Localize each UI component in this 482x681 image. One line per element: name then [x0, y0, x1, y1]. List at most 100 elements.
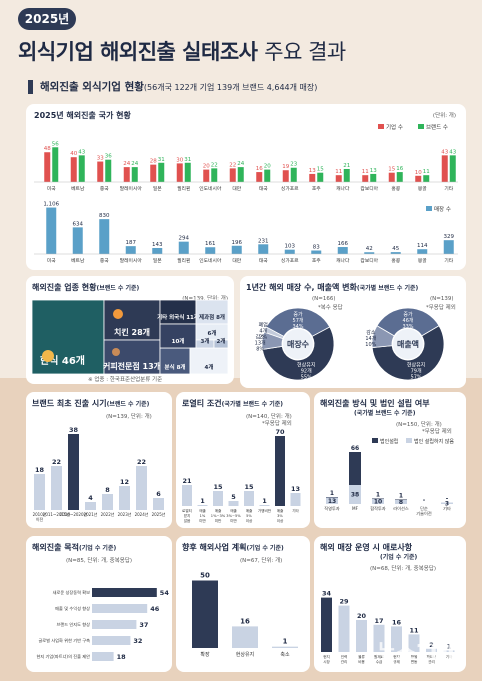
plan-tick-label: 현상유지: [236, 651, 254, 658]
entry-value-label: 18: [35, 466, 45, 474]
method-tick-label: 직영투자: [324, 505, 340, 512]
brand-bar: [317, 172, 324, 182]
company-value-label: 16: [256, 166, 263, 172]
section-title: 해외진출 외식기업 현황(56개국 122개 기업 139개 브랜드 4,644…: [40, 79, 317, 94]
royalty-tick-label: 이상: [277, 518, 284, 523]
method-corp-bar: [349, 452, 361, 485]
brand-bar: [105, 159, 112, 182]
method-chart: 법인설립 법인 설립하지 않음131직영투자3866MF101합작투자81라이선스…: [324, 438, 454, 517]
purpose-bar: [92, 620, 137, 629]
country-tick-label: 호주: [312, 186, 321, 192]
method-nocorp-bar: [349, 485, 361, 504]
royalty-chart: 21로열티받지않음1매출1%미만15매출1%~3%미만5매출3%~5%미만15매…: [182, 428, 301, 523]
royalty-value-label: 5: [231, 493, 236, 501]
legend-store-label: 매장 수: [434, 205, 451, 213]
royalty-bar: [275, 436, 285, 506]
purpose-tick-label: 새로운 성장동력 확보: [53, 589, 90, 596]
company-value-label: 11: [335, 169, 342, 175]
company-value-label: 19: [282, 164, 289, 170]
country-tick-label: 일본: [153, 185, 162, 192]
entry-value-label: 12: [120, 478, 129, 486]
entry-bar: [85, 502, 96, 510]
purpose-card: 해외진출 목적(기업 수 기준) (N=85, 단위: 개, 중복응답) 새로운…: [26, 536, 172, 672]
royalty-tick-label: 매출: [246, 508, 253, 513]
royalty-tick-label: 매출: [199, 508, 206, 513]
entry-card-title: 브랜드 최초 진출 시기(브랜드 수 기준): [32, 398, 149, 409]
difficulty-bar: [356, 620, 367, 652]
legend-corp-swatch: [372, 438, 378, 443]
store-change-slice-label: 감소: [256, 333, 266, 340]
difficulty-tick-label: 물류: [358, 654, 365, 659]
legend-company-label: 기업 수: [386, 123, 403, 131]
royalty-value-label: 21: [182, 477, 192, 485]
entry-tick-label: 2024년: [135, 511, 149, 517]
purpose-title-text: 해외진출 목적: [32, 543, 79, 552]
brand-bar: [237, 167, 244, 182]
store-change-slice-percent: 34%: [292, 324, 303, 330]
brand-value-label: 11: [423, 169, 430, 175]
industry-title-sub: (브랜드 수 기준): [96, 285, 140, 292]
entry-tick-label: 2021년: [84, 511, 98, 517]
company-bar: [362, 175, 369, 182]
legend-company-swatch: [378, 124, 384, 129]
difficulty-tick-label: 비용: [358, 659, 365, 664]
entry-value-label: 4: [88, 494, 93, 502]
company-value-label: 43: [441, 149, 448, 155]
royalty-tick-label: 1%: [200, 514, 206, 518]
purpose-bar: [92, 636, 131, 645]
difficulty-title-sub: (기업 수 기준): [380, 554, 418, 561]
country-tick-label: 태국: [259, 185, 268, 192]
store-tick-label: 일본: [153, 257, 162, 264]
store-value-label: 1,106: [43, 202, 59, 208]
store-value-label: 114: [417, 243, 428, 249]
method-tick-label: 기술이전: [416, 510, 432, 517]
purpose-tick-label: 매출 및 수익성 향상: [55, 605, 90, 612]
purpose-tick-label: 현지 기업(파트너)의 진출 제안: [37, 653, 91, 660]
royalty-tick-label: 기타: [292, 508, 299, 513]
difficulty-tick-label: 원재료: [374, 654, 385, 659]
company-value-label: 10: [415, 170, 422, 176]
store-value-label: 231: [258, 238, 269, 244]
method-nocorp-bar: [326, 497, 338, 504]
difficulty-value-label: 29: [339, 598, 349, 606]
royalty-tick-label: 이상: [246, 518, 253, 523]
company-value-label: 15: [388, 167, 395, 173]
difficulty-card-meta: (N=68, 단위: 개, 중복응답): [370, 566, 437, 572]
brand-value-label: 20: [264, 164, 271, 170]
brand-value-label: 31: [158, 157, 165, 163]
company-bar: [309, 173, 316, 182]
industry-source: ※ 업종 : 한국표준산업분류 기준: [88, 377, 163, 383]
brand-value-label: 43: [449, 149, 456, 155]
royalty-value-label: 15: [213, 483, 223, 491]
country-tick-label: 미국: [47, 185, 56, 192]
purpose-bar: [92, 604, 148, 613]
industry-cell-korean: [31, 299, 105, 375]
coffee-icon: [112, 348, 120, 356]
royalty-card-note: *무응답 제외: [262, 421, 292, 427]
brand-bar: [370, 173, 377, 182]
store-bar: [152, 247, 163, 254]
plan-title-text: 향후 해외사업 계획: [182, 543, 247, 552]
sales-change-center: [393, 329, 423, 359]
difficulty-bar: [391, 626, 402, 652]
purpose-value-label: 46: [150, 605, 160, 613]
plan-title-sub: (기업 수 기준): [246, 545, 284, 552]
difficulty-tick-label: 환율: [411, 654, 418, 659]
industry-label-pizza: 10개: [172, 337, 185, 345]
royalty-value-label: 70: [275, 428, 285, 436]
page-title-light: 주요 결과: [264, 40, 346, 64]
purpose-card-meta: (N=85, 단위: 개, 중복응답): [66, 558, 133, 564]
difficulty-tick-label: 관리: [428, 659, 435, 664]
purpose-tick-label: 글로벌 사업화 위한 기반 구축: [38, 637, 90, 644]
royalty-card: 로열티 조건(국가별 브랜드 수 기준) (N=140, 단위: 개) *무응답…: [176, 392, 310, 528]
sales-donuts: 증가57개34%현상유지92개55%감소13개8%폐업4개2%매장수증가46개3…: [255, 307, 445, 381]
section-title-text: 해외진출 외식기업 현황: [40, 81, 144, 93]
store-tick-label: 호주: [312, 258, 321, 264]
industry-cell-pizza: [159, 323, 197, 349]
brand-bar: [52, 147, 59, 182]
method-card-sub: (국가별 브랜드 수 기준): [354, 408, 415, 417]
industry-label-chicken: 치킨 28개: [114, 327, 150, 337]
royalty-tick-label: 미만: [199, 518, 206, 523]
country-tick-label: 말레이시아: [120, 185, 143, 192]
